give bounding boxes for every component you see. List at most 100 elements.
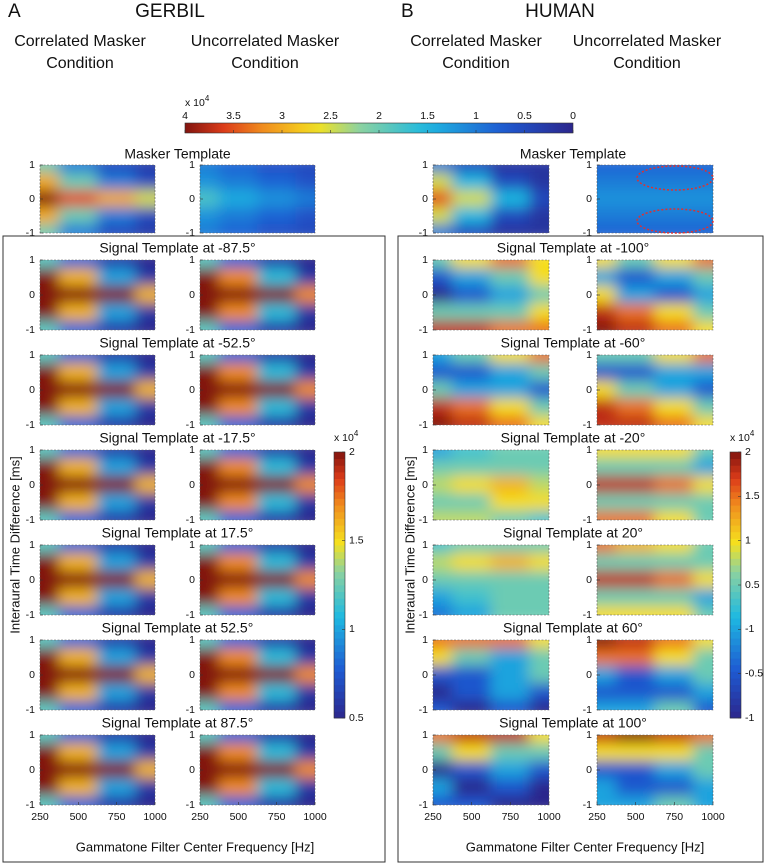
heatmap-cell	[615, 415, 656, 425]
heatmap-cell	[490, 570, 531, 590]
heatmap-cell	[257, 570, 297, 590]
heatmap-cell	[257, 450, 297, 460]
heatmap-cells	[200, 260, 315, 330]
heatmap-cell	[490, 795, 531, 805]
heatmap-cell	[529, 665, 549, 685]
heatmap-cell	[597, 268, 617, 287]
heatmap-cell	[257, 778, 297, 797]
heatmap-cell	[654, 303, 695, 322]
colorbar-step	[730, 691, 741, 699]
heatmap-cell	[451, 588, 492, 607]
exponent-base: x 10	[730, 432, 750, 444]
y-tick-label: -1	[419, 419, 428, 431]
heatmap-cells	[200, 735, 315, 805]
heatmap-cell	[654, 778, 695, 797]
heatmap-cell	[135, 545, 155, 555]
heatmap-cell	[295, 665, 315, 685]
heatmap-cell	[433, 545, 453, 555]
heatmap-cell	[97, 735, 137, 745]
heatmap-cells	[597, 640, 713, 710]
y-tick-label: 0	[422, 574, 428, 586]
heatmap-cell	[97, 207, 137, 225]
heatmap-cell	[135, 760, 155, 780]
heatmap-cell	[433, 510, 453, 520]
heatmap-cell	[58, 380, 98, 400]
heatmap	[40, 450, 155, 520]
heatmap-cell	[451, 648, 492, 667]
x-axis-label: Gammatone Filter Center Frequency [Hz]	[466, 839, 704, 854]
heatmap-cell	[654, 648, 695, 667]
heatmap-cell	[490, 605, 531, 615]
heatmap-cell	[433, 648, 453, 667]
heatmap-cell	[597, 207, 617, 225]
heatmap-cells	[40, 165, 155, 233]
heatmap-cell	[58, 224, 98, 233]
colorbar-step	[334, 551, 345, 559]
heatmap-cell	[135, 268, 155, 287]
colorbar-tick-label: -1	[745, 712, 754, 724]
heatmap-cell	[433, 165, 453, 174]
heatmap-cell	[218, 735, 258, 745]
heatmap-cell	[58, 795, 98, 805]
colorbar-step	[730, 711, 741, 719]
heatmap-cell	[135, 743, 155, 762]
heatmap-cell	[135, 605, 155, 615]
y-tick-label: 1	[189, 634, 195, 646]
y-tick-label: 1	[422, 634, 428, 646]
heatmap-cell	[257, 493, 297, 512]
heatmap-cell	[433, 268, 453, 287]
x-tick-label: 750	[268, 811, 286, 823]
colorbar-step	[730, 571, 741, 579]
heatmap-cell	[58, 760, 98, 780]
heatmap-cell	[218, 398, 258, 417]
colorbar-step	[730, 525, 741, 533]
heatmap-cell	[295, 190, 315, 208]
colorbar-step	[334, 618, 345, 626]
y-tick-label: 0	[586, 669, 592, 681]
heatmap	[597, 450, 713, 520]
annotation-ellipse	[636, 165, 714, 191]
heatmap-cell	[257, 224, 297, 233]
y-tick-label: -1	[186, 704, 195, 716]
heatmap-cell	[615, 545, 656, 555]
heatmap-cell	[40, 224, 60, 233]
heatmap-cell	[693, 173, 713, 191]
heatmap-cell	[295, 588, 315, 607]
heatmap-cell	[693, 320, 713, 330]
y-tick-label: -1	[186, 419, 195, 431]
y-tick-label: 0	[586, 764, 592, 776]
heatmap-cell	[295, 450, 315, 460]
signal-title: Signal Template at -60°	[501, 335, 646, 351]
colorbar-tick-label: 0.5	[517, 110, 532, 122]
heatmap-cells	[433, 545, 549, 615]
heatmap-cell	[218, 570, 258, 590]
heatmap-cell	[597, 700, 617, 710]
heatmap-cell	[40, 743, 60, 762]
heatmap-cell	[693, 190, 713, 208]
heatmap-cell	[295, 570, 315, 590]
heatmap-cell	[529, 268, 549, 287]
heatmap-cell	[490, 458, 531, 477]
colorbar-step	[730, 651, 741, 659]
heatmap-cell	[451, 605, 492, 615]
heatmap-cell	[58, 665, 98, 685]
heatmap-cell	[529, 795, 549, 805]
heatmap-cell	[257, 173, 297, 191]
heatmap-cell	[451, 268, 492, 287]
y-axis-label: Interaural Time Difference [ms]	[7, 456, 22, 634]
heatmap-cell	[58, 743, 98, 762]
heatmap-cell	[135, 415, 155, 425]
heatmap-cell	[529, 320, 549, 330]
heatmap-cell	[615, 268, 656, 287]
heatmap-cells	[433, 355, 549, 425]
colorbar-step	[730, 478, 741, 486]
heatmap-cell	[135, 363, 155, 382]
heatmap-cell	[451, 224, 492, 233]
y-tick-label: 0	[29, 479, 35, 491]
heatmap-cell	[693, 588, 713, 607]
heatmap-cell	[597, 570, 617, 590]
heatmap-cell	[295, 224, 315, 233]
heatmap-cell	[218, 648, 258, 667]
heatmap-cell	[40, 458, 60, 477]
heatmap-cells	[433, 165, 549, 233]
